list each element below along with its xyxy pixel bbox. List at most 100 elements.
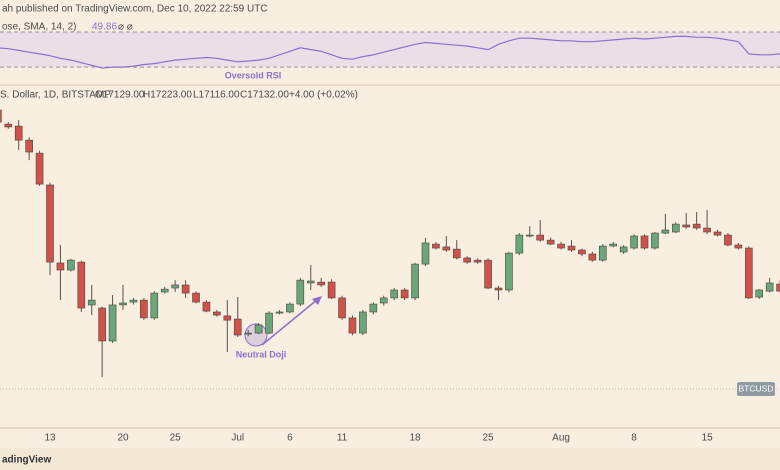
ohlc-low: L17116.00 — [193, 90, 240, 101]
candle-body — [213, 311, 221, 316]
candle-body — [411, 263, 419, 299]
candle-body — [745, 247, 753, 299]
rsi-band — [0, 32, 780, 68]
candle-body — [598, 245, 607, 261]
x-tick-label: Aug — [552, 433, 570, 444]
candle-body — [87, 299, 96, 306]
candle-body — [46, 184, 54, 263]
symbol-label: S. Dollar, 1D, BITSTAMP — [0, 90, 111, 101]
x-tick-label: 18 — [409, 433, 421, 444]
candle-body — [671, 223, 680, 233]
candle-body — [233, 318, 242, 336]
candle-body — [713, 231, 722, 236]
candle-body — [56, 262, 65, 271]
candle-body — [567, 245, 576, 251]
footer-logo: adingView — [2, 455, 51, 466]
candle-body — [77, 261, 86, 309]
candle-body — [776, 283, 780, 292]
ohlc-open: O17129.00 — [95, 90, 145, 101]
candle-body — [98, 307, 106, 342]
candle-body — [67, 259, 75, 271]
rsi-value: 49.86 — [92, 22, 117, 33]
arrow-head — [312, 296, 322, 305]
candle-body — [755, 289, 764, 298]
candle-body — [254, 324, 263, 334]
rsi-annotation: Oversold RSI — [225, 70, 282, 80]
candle-body — [160, 288, 169, 293]
candle-body — [452, 248, 461, 259]
candle-body — [181, 284, 190, 294]
candle-body — [734, 244, 743, 249]
candle-body — [25, 139, 33, 153]
candle-body — [327, 281, 336, 299]
candle-body — [119, 302, 127, 306]
candle-body — [4, 123, 13, 128]
candle-body — [630, 235, 638, 249]
x-tick-label: 25 — [170, 433, 182, 444]
candle-body — [463, 257, 472, 263]
candle-body — [338, 297, 346, 319]
candle-body — [692, 223, 701, 229]
candle-body — [275, 311, 284, 314]
candle-body — [588, 253, 597, 261]
candle-body — [286, 303, 294, 313]
candle-body — [619, 246, 628, 253]
candle-body — [14, 125, 23, 141]
candle-body — [442, 246, 451, 251]
candle-body — [557, 243, 565, 249]
candle-body — [661, 229, 670, 234]
candle-body — [546, 239, 555, 245]
trend-arrow — [261, 298, 319, 346]
ohlc-change: +4.00 (+0.02%) — [289, 90, 358, 101]
published-note: ah published on TradingView.com, Dec 10,… — [2, 4, 268, 15]
candle-body — [651, 232, 659, 249]
x-tick-label: Jul — [231, 433, 244, 444]
candle-body — [473, 259, 482, 263]
x-tick-label: 8 — [631, 433, 637, 444]
x-tick-label: 15 — [702, 433, 714, 444]
candle-body — [400, 289, 409, 299]
candle-body — [536, 234, 545, 241]
rsi-icons: ⌀ ⌀ — [118, 22, 133, 33]
candle-body — [0, 109, 2, 123]
candle-body — [379, 297, 388, 304]
candle-body — [703, 227, 711, 233]
candle-body — [682, 224, 691, 228]
candle-body — [35, 152, 44, 185]
candle-body — [421, 242, 430, 265]
doji-annotation: Neutral Doji — [236, 349, 287, 359]
candle-body — [505, 252, 513, 291]
candle-body — [640, 235, 649, 249]
x-tick-label: 20 — [117, 433, 129, 444]
price-tag-box — [737, 382, 775, 396]
candle-body — [369, 303, 378, 313]
candle-body — [765, 282, 774, 292]
candle-body — [317, 281, 325, 286]
ohlc-high: H17223.00 — [143, 90, 192, 101]
candle-body — [390, 289, 398, 299]
candle-body — [578, 249, 586, 255]
x-tick-label: 11 — [337, 433, 348, 444]
candle-body — [108, 304, 117, 342]
candle-body — [265, 312, 273, 334]
candle-body — [432, 243, 440, 249]
candle-body — [609, 243, 618, 247]
candle-body — [484, 259, 492, 289]
candle-body — [306, 280, 315, 284]
price-tag: BTCUSD — [739, 383, 774, 393]
candle-body — [192, 292, 200, 303]
candle-body — [525, 234, 534, 237]
candle-body — [494, 287, 503, 291]
ohlc-close: C17132.00 — [240, 90, 289, 101]
rsi-label: ose, SMA, 14, 2) — [2, 22, 76, 33]
x-tick-label: 13 — [44, 433, 56, 444]
footer-bar — [0, 448, 780, 470]
candle-body — [223, 315, 232, 321]
candle-body — [359, 311, 367, 334]
candle-body — [202, 301, 211, 312]
x-tick-label: 6 — [287, 433, 293, 444]
candle-body — [140, 299, 148, 319]
